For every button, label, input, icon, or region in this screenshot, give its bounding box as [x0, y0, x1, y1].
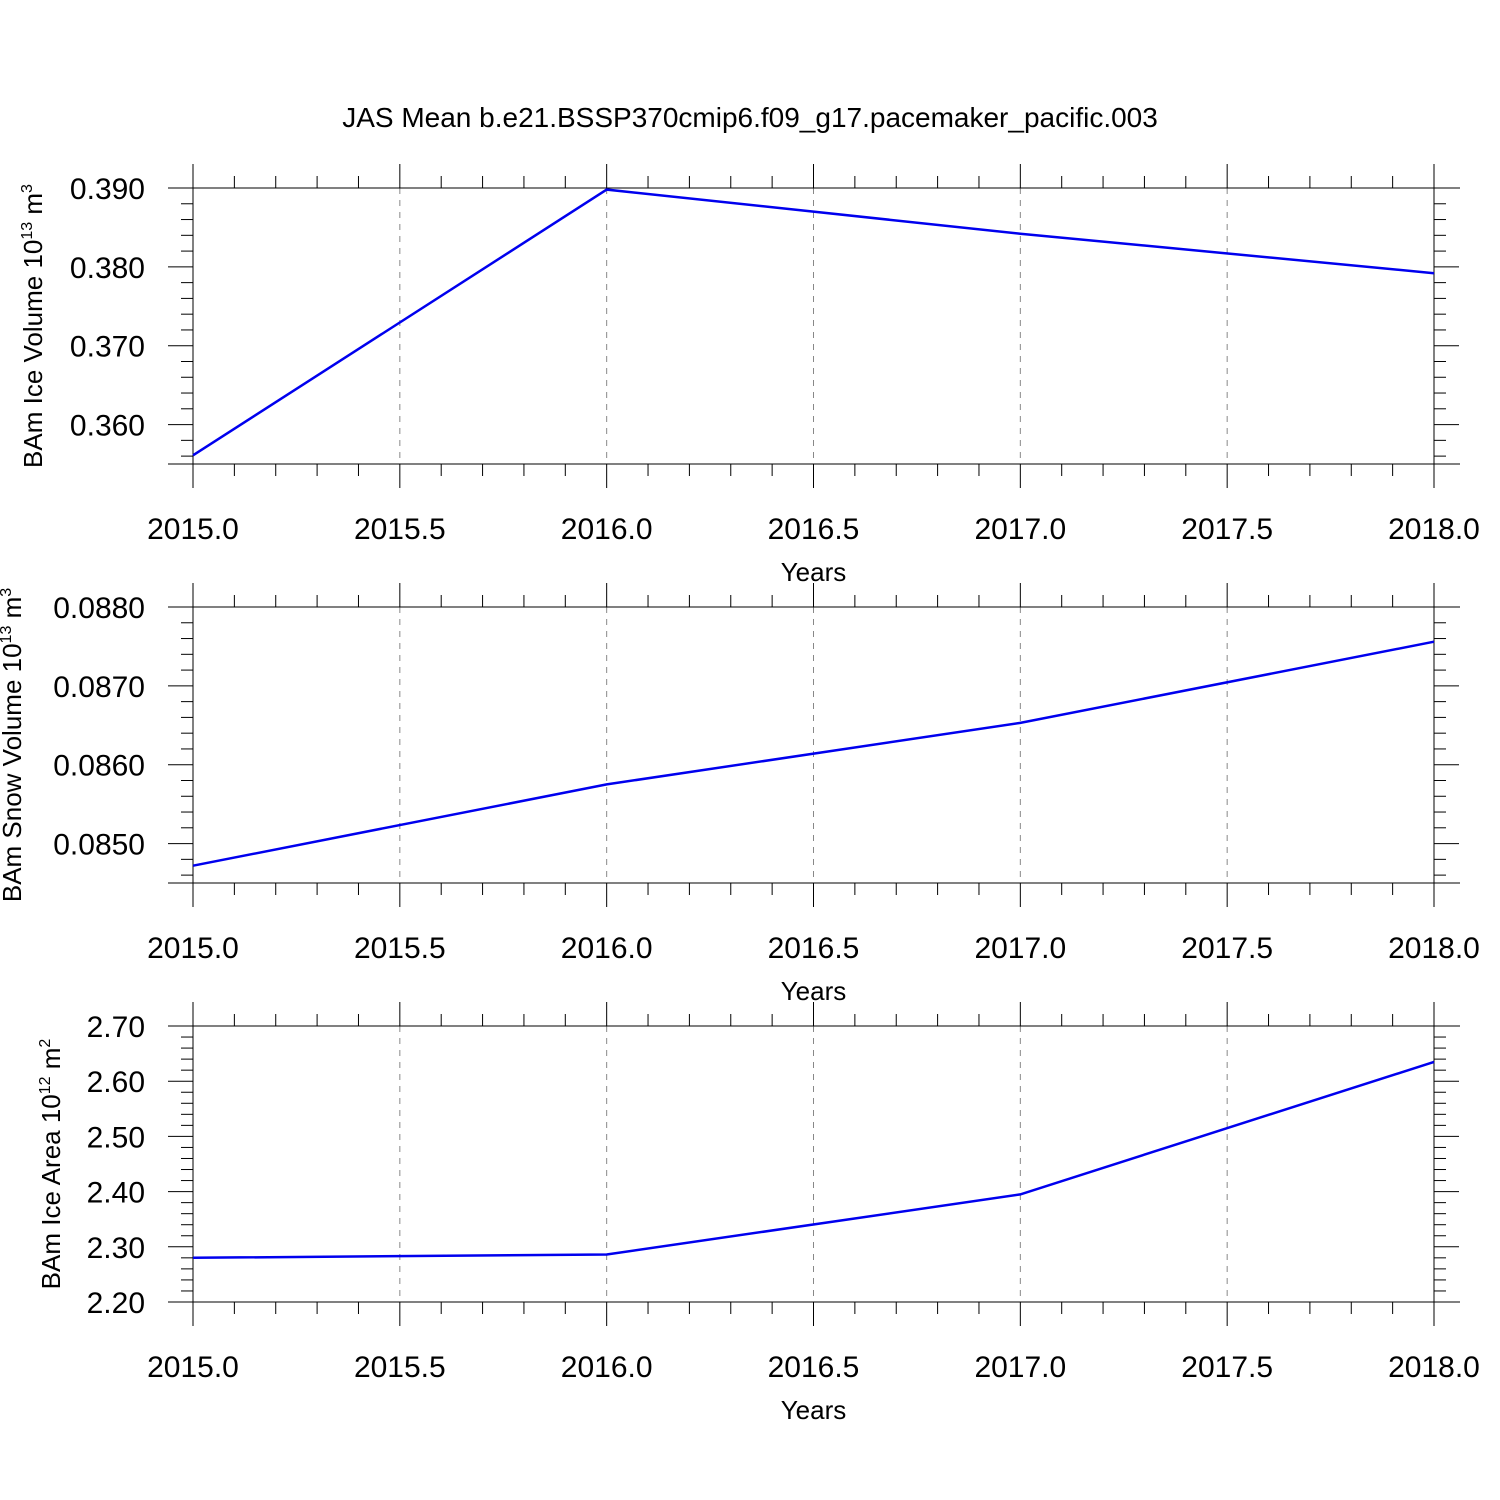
figure-title: JAS Mean b.e21.BSSP370cmip6.f09_g17.pace… [342, 102, 1158, 133]
x-tick-label: 2018.0 [1388, 513, 1480, 546]
chart-panel-1: 2015.0 2015.5 2016.0 2016.5 2017.0 2017.5 2018… [18, 164, 1480, 587]
y-tick-label: 0.0860 [53, 750, 145, 783]
x-tick-label: 2017.0 [974, 513, 1066, 546]
x-tick-label: 2016.0 [561, 1351, 653, 1384]
y-axis-title: BAm Ice Volume 1013 m3 [18, 184, 48, 468]
chart-panel-2: 2015.0 2015.5 2016.0 2016.5 2017.0 2017.5 2018… [0, 583, 1480, 1006]
y-tick-label: 0.360 [70, 410, 145, 443]
x-axis-title: Years [781, 557, 847, 587]
x-tick-label: 2016.5 [768, 1351, 860, 1384]
y-tick-label: 2.20 [87, 1287, 145, 1320]
x-tick-label: 2016.0 [561, 932, 653, 965]
y-tick-label: 2.50 [87, 1121, 145, 1154]
y-tick-label: 2.40 [87, 1177, 145, 1210]
x-tick-label: 2017.5 [1181, 513, 1273, 546]
x-tick-label: 2017.5 [1181, 932, 1273, 965]
x-tick-label: 2017.5 [1181, 1351, 1273, 1384]
x-tick-label: 2015.5 [354, 932, 446, 965]
data-series-line [192, 1060, 1435, 1260]
y-tick-label: 0.0870 [53, 671, 145, 704]
x-tick-label: 2015.0 [147, 513, 239, 546]
y-tick-label: 2.60 [87, 1066, 145, 1099]
x-tick-label: 2015.0 [147, 932, 239, 965]
x-tick-label: 2018.0 [1388, 1351, 1480, 1384]
x-tick-label: 2017.0 [974, 932, 1066, 965]
chart-panel-3: 2015.0 2015.5 2016.0 2016.5 2017.0 2017.5 2018… [36, 1002, 1480, 1425]
y-tick-label: 0.0850 [53, 829, 145, 862]
y-tick-label: 2.70 [87, 1011, 145, 1044]
x-tick-label: 2015.5 [354, 1351, 446, 1384]
x-tick-label: 2016.5 [768, 513, 860, 546]
y-tick-label: 0.390 [70, 173, 145, 206]
y-axis-title: BAm Ice Area 1012 m2 [36, 1039, 66, 1290]
x-axis-title: Years [781, 976, 847, 1006]
data-series-line [192, 188, 1435, 457]
y-tick-label: 0.0880 [53, 592, 145, 625]
y-tick-label: 0.370 [70, 331, 145, 364]
x-tick-label: 2018.0 [1388, 932, 1480, 965]
y-axis-title: BAm Snow Volume 1013 m3 [0, 588, 27, 902]
x-tick-label: 2015.5 [354, 513, 446, 546]
x-tick-label: 2016.5 [768, 932, 860, 965]
y-tick-label: 0.380 [70, 252, 145, 285]
x-tick-label: 2015.0 [147, 1351, 239, 1384]
data-series-line [192, 640, 1435, 867]
x-tick-label: 2017.0 [974, 1351, 1066, 1384]
x-axis-title: Years [781, 1395, 847, 1425]
y-tick-label: 2.30 [87, 1232, 145, 1265]
x-tick-label: 2016.0 [561, 513, 653, 546]
